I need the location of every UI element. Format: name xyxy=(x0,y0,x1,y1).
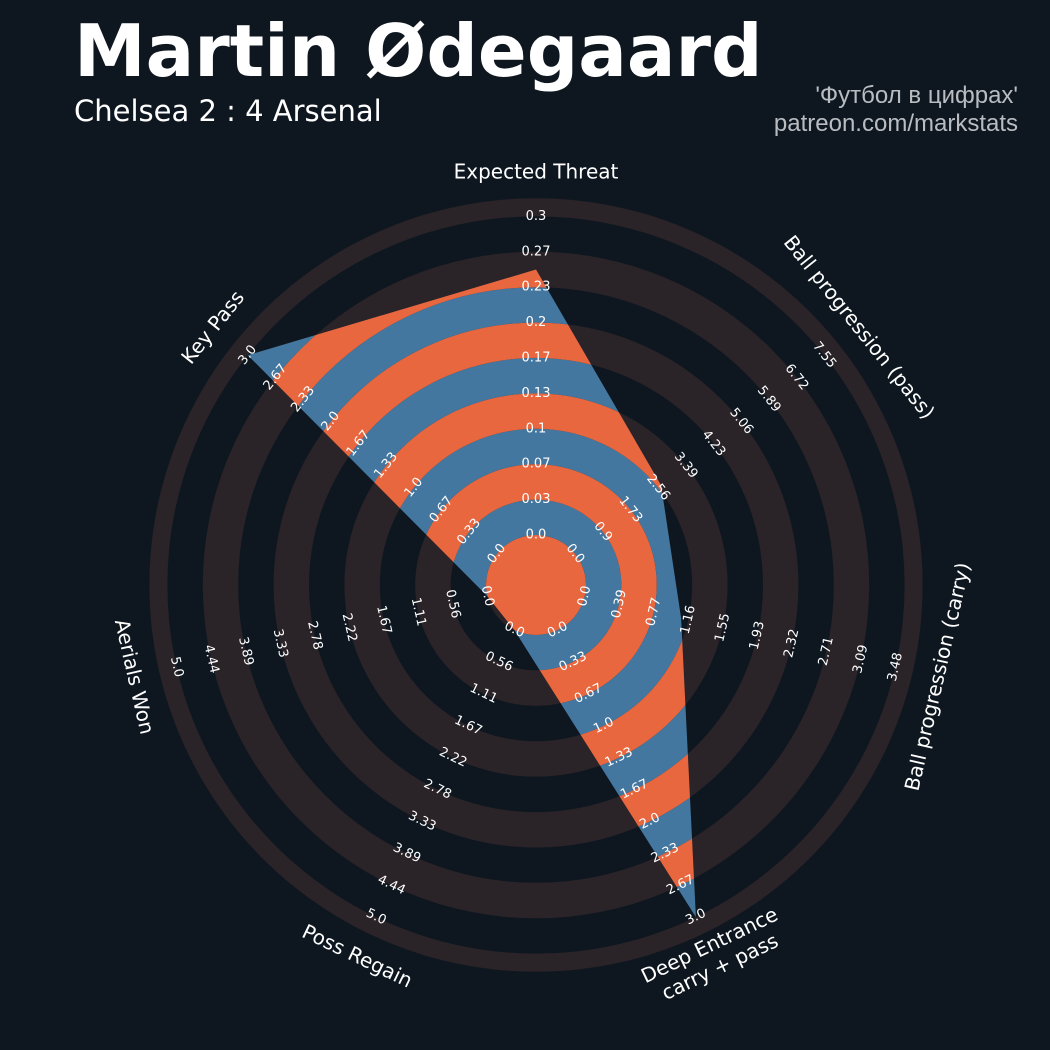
range-label: 0.3 xyxy=(526,209,547,224)
credit-source: 'Футбол в цифрах' xyxy=(815,82,1018,109)
param-label: Expected Threat xyxy=(454,159,619,183)
range-label: 0.1 xyxy=(526,421,547,436)
range-label: 0.13 xyxy=(522,386,551,401)
range-label: 3.09 xyxy=(850,643,871,675)
param-label-group: Expected Threat xyxy=(454,159,619,183)
credit-patreon: patreon.com/markstats xyxy=(773,110,1018,137)
range-label: 5.0 xyxy=(167,655,186,679)
range-label: 0.23 xyxy=(522,280,551,295)
range-label: 0.17 xyxy=(522,351,551,366)
range-label: 3.89 xyxy=(235,636,256,668)
range-label: 3.33 xyxy=(270,628,291,660)
range-label: 0.2 xyxy=(526,315,547,330)
range-label: 0.77 xyxy=(643,596,664,628)
range-label: 0.56 xyxy=(442,588,463,620)
match-subtitle: Chelsea 2 : 4 Arsenal xyxy=(74,94,382,128)
range-label: 1.55 xyxy=(712,612,733,644)
player-name-title: Martin Ødegaard xyxy=(74,9,763,93)
range-label: 2.71 xyxy=(816,636,837,668)
range-label: 0.0 xyxy=(526,528,547,543)
range-label: 2.22 xyxy=(339,612,360,644)
range-label: 3.48 xyxy=(885,651,906,683)
value-band-0 xyxy=(486,535,586,635)
range-label: 1.67 xyxy=(373,604,394,636)
range-label: 0.07 xyxy=(522,457,551,472)
range-label: 0.39 xyxy=(609,588,630,620)
range-label: 1.11 xyxy=(408,596,429,628)
range-label: 4.44 xyxy=(201,643,222,675)
range-label: 0.0 xyxy=(478,584,497,608)
range-label: 0.0 xyxy=(575,584,594,608)
param-label: Aerials Won xyxy=(110,617,160,737)
range-label: 2.78 xyxy=(304,620,325,652)
range-label: 0.03 xyxy=(522,492,551,507)
range-label: 0.27 xyxy=(522,244,551,259)
range-label: 1.93 xyxy=(747,620,768,652)
param-label-group: Aerials Won xyxy=(110,617,160,737)
range-label: 1.16 xyxy=(678,604,699,636)
range-label: 2.32 xyxy=(781,628,802,660)
